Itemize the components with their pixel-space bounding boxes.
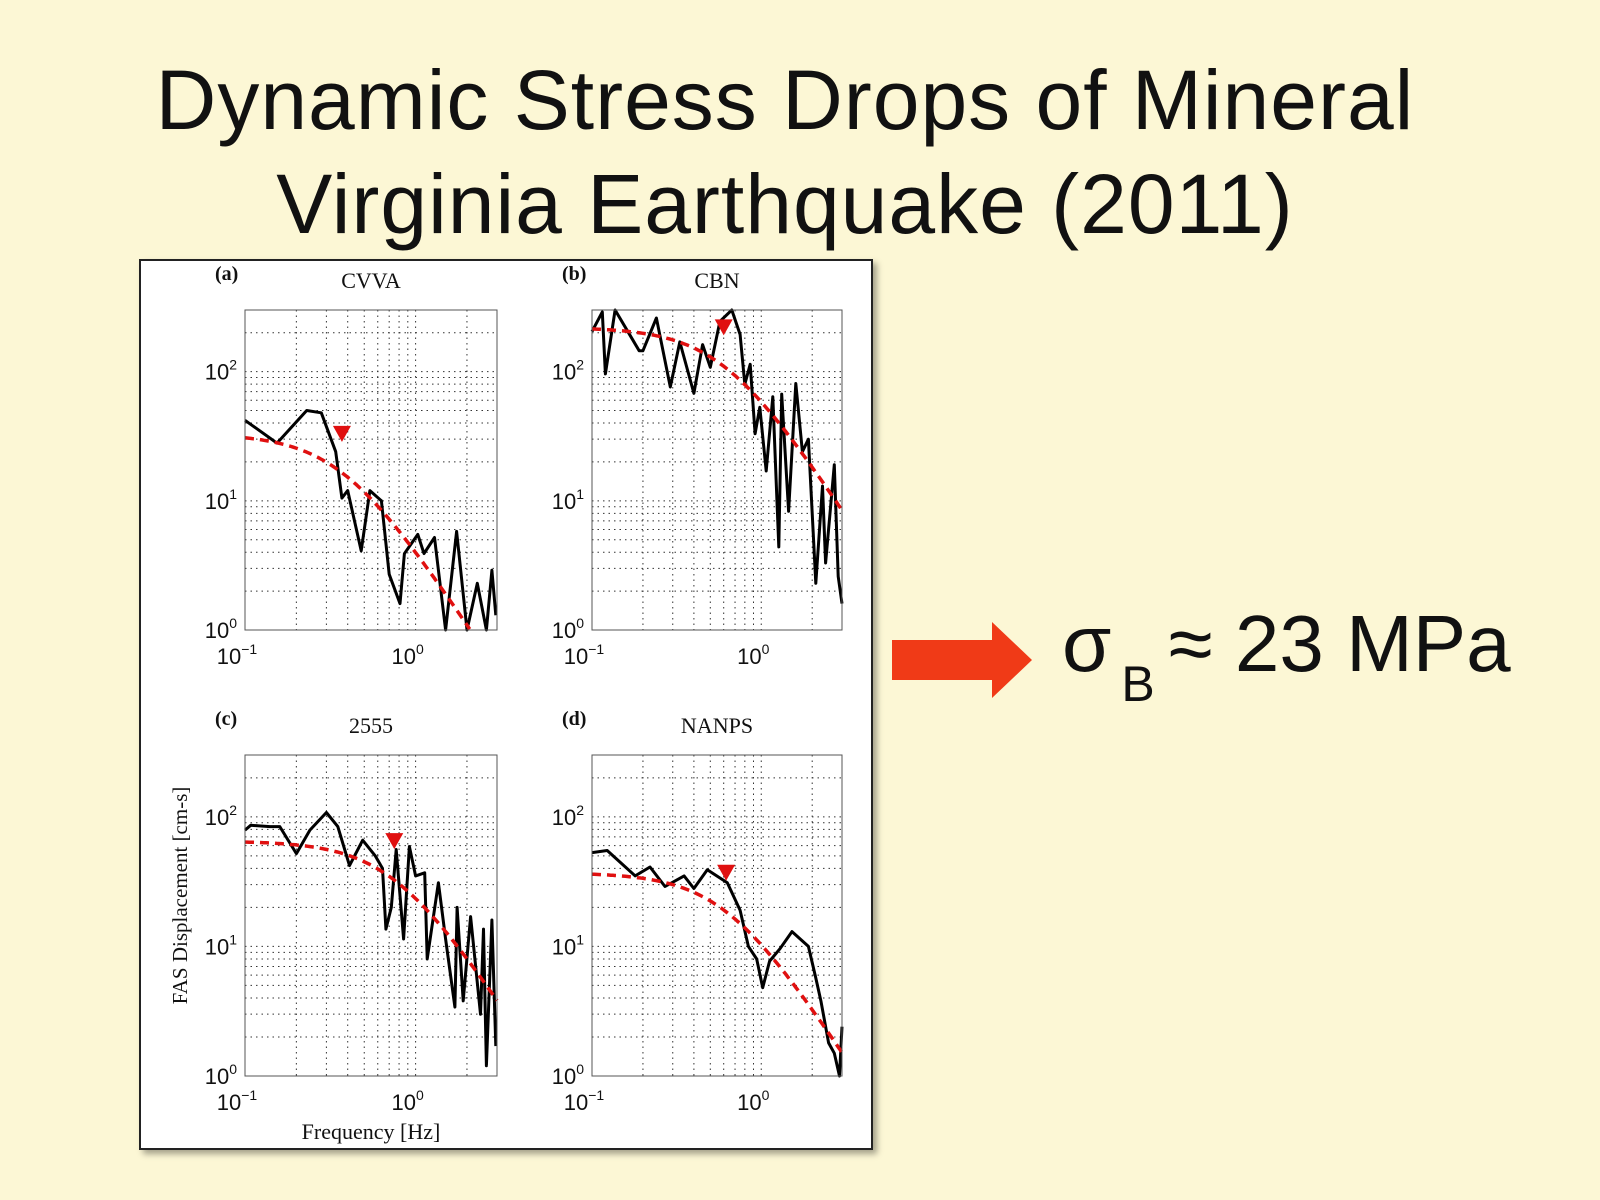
x-tick-label: 100 [737, 641, 769, 669]
sigma-subscript: B [1121, 656, 1155, 712]
plot-frame [244, 309, 498, 631]
slide-title-line-1: Dynamic Stress Drops of Mineral [155, 53, 1415, 147]
x-tick-label: 100 [391, 641, 423, 669]
y-tick-label: 102 [552, 357, 584, 385]
plot-area [245, 755, 497, 1076]
plot-frame [244, 754, 498, 1077]
plot-frame [591, 754, 843, 1077]
corner-frequency-marker [332, 425, 351, 442]
x-tick-label: 10−1 [564, 1087, 605, 1115]
panel-label: (a) [215, 263, 238, 285]
y-tick-label: 102 [205, 357, 237, 385]
y-tick-label: 101 [552, 486, 584, 514]
brune-fit-line [244, 436, 472, 631]
y-tick-label: 101 [205, 931, 237, 959]
x-tick-label: 100 [737, 1087, 769, 1115]
y-tick-label: 101 [552, 931, 584, 959]
x-axis-label: Frequency [Hz] [302, 1119, 441, 1144]
panel-title: CVVA [341, 268, 401, 293]
panel-title: CBN [694, 268, 739, 293]
x-tick-label: 10−1 [564, 641, 605, 669]
y-axis-label: FAS Displacement [cm-s] [168, 787, 192, 1005]
x-tick-label: 100 [391, 1087, 423, 1115]
stress-drop-result: σ B ≈ 23 MPa [1062, 598, 1511, 712]
y-tick-label: 100 [552, 1061, 584, 1089]
y-tick-label: 101 [205, 486, 237, 514]
corner-frequency-marker [714, 319, 733, 336]
right-arrow-icon [892, 622, 1032, 698]
observed-spectrum-line [590, 308, 844, 604]
panel-label: (d) [562, 708, 586, 730]
observed-spectrum-line [244, 409, 498, 632]
panel-title: 2555 [349, 713, 393, 738]
corner-frequency-marker [717, 864, 736, 881]
y-tick-label: 102 [552, 802, 584, 830]
corner-frequency-marker [385, 833, 404, 850]
observed-spectrum-line [244, 811, 498, 1068]
y-tick-label: 100 [552, 615, 584, 643]
panel-label: (c) [215, 708, 237, 730]
y-tick-label: 100 [205, 1061, 237, 1089]
x-tick-label: 10−1 [217, 641, 258, 669]
approx-symbol: ≈ [1168, 599, 1213, 688]
panel-label: (b) [562, 263, 586, 285]
panel-title: NANPS [681, 713, 753, 738]
stress-drop-value: 23 MPa [1234, 599, 1511, 688]
y-tick-label: 100 [205, 615, 237, 643]
plot-area [245, 310, 497, 630]
plot-frame [591, 309, 843, 631]
plot-area [592, 755, 842, 1076]
slide-title-line-2: Virginia Earthquake (2011) [276, 157, 1294, 251]
sigma-symbol: σ [1062, 599, 1112, 688]
y-tick-label: 102 [205, 802, 237, 830]
plot-area [592, 310, 842, 630]
brune-fit-line [245, 840, 499, 1002]
x-tick-label: 10−1 [217, 1087, 258, 1115]
spectra-figure: 100 101 102 10−1 100 (a) CVVA 100 101 102 10−1 100(… [139, 259, 873, 1150]
